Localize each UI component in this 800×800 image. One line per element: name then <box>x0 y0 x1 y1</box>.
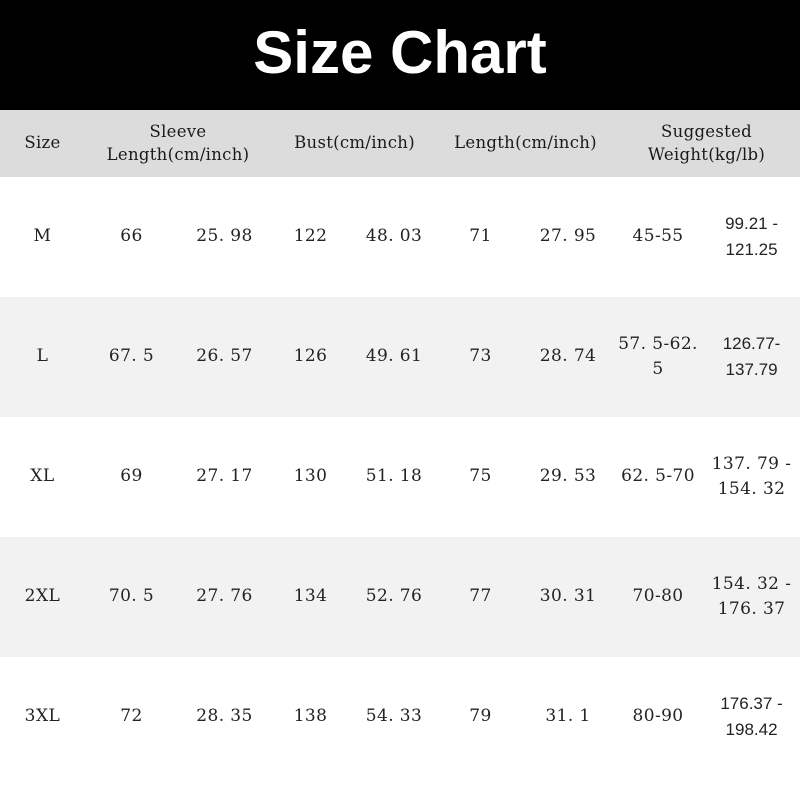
cell-sleeve-inch: 25. 98 <box>196 226 253 247</box>
cell-size: 3XL <box>24 706 61 727</box>
cell-length-cm: 75 <box>469 466 492 487</box>
column-header-suggested-weight: Suggested Weight(kg/lb) <box>613 110 800 177</box>
cell-weight-lb: 154. 32 - 176. 37 <box>711 573 792 620</box>
cell-weight-lb: 137. 79 - 154. 32 <box>711 453 792 500</box>
cell-weight-kg: 57. 5-62. 5 <box>618 333 698 380</box>
cell-sleeve-inch: 27. 17 <box>196 466 253 487</box>
size-chart-table: Size Sleeve Length(cm/inch) Bust(cm/inch… <box>0 110 800 777</box>
column-header-sleeve-length: Sleeve Length(cm/inch) <box>85 110 271 177</box>
cell-weight-lb: 99.21 - 121.25 <box>725 213 778 259</box>
cell-weight-lb: 126.77-137.79 <box>722 333 781 379</box>
cell-size: L <box>36 346 49 367</box>
table-row: M 66 25. 98 122 48. 03 71 27. 95 45-55 9… <box>0 177 800 297</box>
cell-size: M <box>33 226 52 247</box>
cell-sleeve-cm: 70. 5 <box>108 586 155 607</box>
cell-length-inch: 31. 1 <box>545 706 591 727</box>
cell-size: XL <box>30 466 55 487</box>
title-banner: Size Chart <box>0 0 800 110</box>
cell-length-inch: 27. 95 <box>539 226 597 247</box>
column-header-weight-line1: Suggested <box>661 122 752 142</box>
cell-length-cm: 79 <box>469 706 492 727</box>
page-title: Size Chart <box>253 19 547 86</box>
table-header: Size Sleeve Length(cm/inch) Bust(cm/inch… <box>0 110 800 177</box>
cell-weight-kg: 70-80 <box>632 586 684 607</box>
cell-length-cm: 73 <box>469 346 492 367</box>
cell-sleeve-inch: 28. 35 <box>196 706 253 727</box>
cell-length-inch: 30. 31 <box>539 586 597 607</box>
table-row: 3XL 72 28. 35 138 54. 33 79 31. 1 80-90 … <box>0 657 800 777</box>
cell-length-cm: 77 <box>469 586 492 607</box>
cell-sleeve-cm: 66 <box>120 226 143 247</box>
table-row: L 67. 5 26. 57 126 49. 61 73 28. 74 57. … <box>0 297 800 417</box>
cell-bust-cm: 138 <box>293 706 328 727</box>
cell-sleeve-inch: 26. 57 <box>196 346 253 367</box>
column-header-sleeve-line2: Length(cm/inch) <box>106 144 250 164</box>
cell-weight-kg: 80-90 <box>632 706 684 727</box>
cell-bust-cm: 134 <box>293 586 328 607</box>
table-row: XL 69 27. 17 130 51. 18 75 29. 53 62. 5-… <box>0 417 800 537</box>
column-header-sleeve-line1: Sleeve <box>149 122 207 142</box>
cell-bust-cm: 130 <box>293 466 328 487</box>
cell-bust-inch: 52. 76 <box>365 586 423 607</box>
cell-bust-inch: 48. 03 <box>365 226 423 247</box>
cell-bust-cm: 126 <box>293 346 328 367</box>
column-header-length: Length(cm/inch) <box>454 133 597 153</box>
column-header-size: Size <box>24 133 61 153</box>
cell-bust-inch: 51. 18 <box>365 466 423 487</box>
cell-sleeve-cm: 69 <box>120 466 143 487</box>
cell-length-cm: 71 <box>469 226 492 247</box>
column-header-weight-line2: Weight(kg/lb) <box>647 144 766 164</box>
cell-sleeve-cm: 72 <box>120 706 143 727</box>
cell-bust-inch: 54. 33 <box>365 706 423 727</box>
cell-length-inch: 29. 53 <box>539 466 597 487</box>
cell-weight-lb: 176.37 - 198.42 <box>720 693 783 739</box>
cell-weight-kg: 62. 5-70 <box>621 466 695 487</box>
cell-bust-cm: 122 <box>293 226 328 247</box>
cell-length-inch: 28. 74 <box>539 346 597 367</box>
table-header-row: Size Sleeve Length(cm/inch) Bust(cm/inch… <box>0 110 800 177</box>
cell-sleeve-inch: 27. 76 <box>196 586 253 607</box>
cell-sleeve-cm: 67. 5 <box>108 346 155 367</box>
table-body: M 66 25. 98 122 48. 03 71 27. 95 45-55 9… <box>0 177 800 777</box>
table-row: 2XL 70. 5 27. 76 134 52. 76 77 30. 31 70… <box>0 537 800 657</box>
column-header-bust: Bust(cm/inch) <box>294 133 415 153</box>
cell-weight-kg: 45-55 <box>632 226 684 247</box>
cell-bust-inch: 49. 61 <box>365 346 423 367</box>
cell-size: 2XL <box>24 586 61 607</box>
